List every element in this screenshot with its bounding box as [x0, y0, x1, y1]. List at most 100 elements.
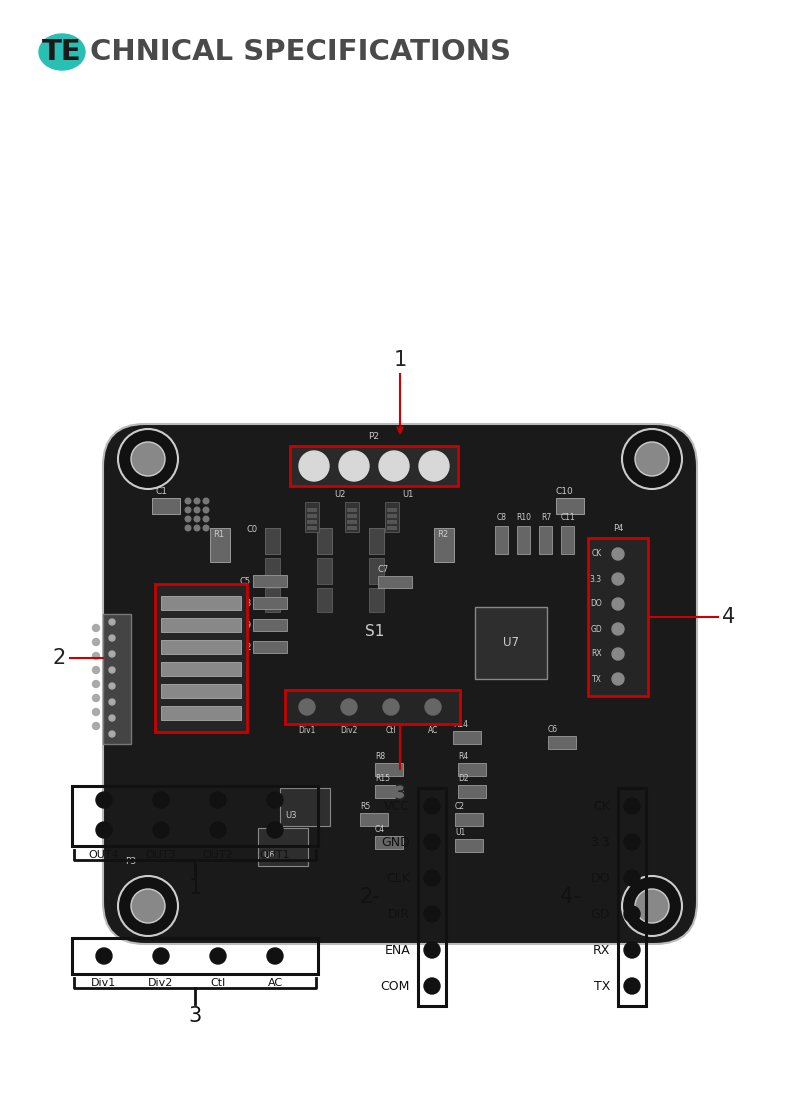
- Circle shape: [194, 516, 200, 522]
- Circle shape: [624, 870, 640, 886]
- Bar: [253, 597, 287, 609]
- Text: TE: TE: [42, 38, 82, 66]
- Bar: [161, 684, 241, 698]
- Circle shape: [424, 798, 440, 814]
- Bar: [307, 520, 317, 524]
- Bar: [556, 498, 584, 514]
- Circle shape: [153, 822, 169, 838]
- Text: CHNICAL SPECIFICATIONS: CHNICAL SPECIFICATIONS: [90, 38, 511, 66]
- Text: C2: C2: [455, 802, 465, 811]
- Circle shape: [194, 525, 200, 531]
- Circle shape: [622, 876, 682, 936]
- Bar: [253, 641, 287, 653]
- Circle shape: [194, 508, 200, 513]
- Text: Div1: Div1: [298, 726, 316, 735]
- Bar: [387, 514, 397, 517]
- Text: GD: GD: [590, 625, 602, 633]
- Bar: [387, 526, 397, 529]
- Text: U3: U3: [285, 812, 297, 820]
- Circle shape: [109, 619, 115, 625]
- Text: 3.3: 3.3: [590, 574, 602, 583]
- Text: P2: P2: [369, 432, 379, 441]
- Bar: [317, 558, 332, 584]
- Circle shape: [96, 822, 112, 838]
- Bar: [155, 584, 247, 732]
- Text: Div2: Div2: [340, 726, 358, 735]
- Circle shape: [419, 451, 449, 481]
- Text: U1: U1: [455, 828, 466, 837]
- Text: R5: R5: [360, 802, 370, 811]
- Bar: [161, 596, 241, 610]
- Text: R8: R8: [375, 752, 385, 761]
- Circle shape: [96, 948, 112, 964]
- Bar: [375, 785, 403, 798]
- Text: R3: R3: [240, 598, 251, 607]
- Text: U2: U2: [334, 490, 346, 499]
- Circle shape: [109, 651, 115, 657]
- Text: GD: GD: [590, 908, 610, 920]
- Text: 2-: 2-: [360, 887, 380, 907]
- Circle shape: [624, 978, 640, 994]
- Bar: [455, 839, 483, 852]
- Bar: [307, 526, 317, 529]
- Bar: [265, 558, 280, 584]
- Circle shape: [185, 525, 191, 531]
- Circle shape: [635, 442, 669, 476]
- Text: C5: C5: [240, 577, 251, 585]
- Text: 1: 1: [394, 350, 406, 370]
- Bar: [161, 640, 241, 654]
- Bar: [369, 528, 384, 554]
- Text: C6: C6: [548, 725, 558, 734]
- Text: C1: C1: [155, 487, 167, 496]
- Text: CK: CK: [592, 549, 602, 559]
- Circle shape: [341, 699, 357, 715]
- Bar: [458, 785, 486, 798]
- Bar: [475, 607, 547, 679]
- Circle shape: [267, 948, 283, 964]
- Circle shape: [424, 978, 440, 994]
- Text: P3: P3: [125, 857, 136, 866]
- Circle shape: [109, 635, 115, 641]
- Circle shape: [383, 699, 399, 715]
- Circle shape: [267, 822, 283, 838]
- Text: OUT4: OUT4: [89, 850, 119, 860]
- Text: 3: 3: [394, 784, 406, 804]
- Circle shape: [299, 699, 315, 715]
- Text: Ctl: Ctl: [386, 726, 396, 735]
- Text: TX: TX: [592, 675, 602, 684]
- Bar: [347, 514, 357, 517]
- Circle shape: [109, 715, 115, 721]
- Circle shape: [210, 822, 226, 838]
- Bar: [378, 577, 412, 587]
- Circle shape: [93, 625, 99, 631]
- Text: RX: RX: [593, 943, 610, 956]
- Bar: [387, 520, 397, 524]
- Bar: [495, 526, 508, 554]
- Ellipse shape: [39, 34, 85, 70]
- Bar: [347, 526, 357, 529]
- Text: DIR: DIR: [388, 908, 410, 920]
- Circle shape: [612, 598, 624, 610]
- Circle shape: [424, 870, 440, 886]
- Circle shape: [624, 942, 640, 958]
- Circle shape: [93, 722, 99, 730]
- Circle shape: [153, 792, 169, 808]
- Bar: [369, 587, 384, 612]
- Bar: [375, 836, 403, 849]
- Circle shape: [425, 699, 441, 715]
- Bar: [418, 788, 446, 1006]
- Text: CLK: CLK: [386, 872, 410, 885]
- Bar: [265, 528, 280, 554]
- Bar: [253, 619, 287, 631]
- Bar: [305, 502, 319, 532]
- Text: VCC: VCC: [384, 800, 410, 813]
- Bar: [103, 614, 131, 744]
- Circle shape: [109, 731, 115, 737]
- Text: OUT3: OUT3: [146, 850, 176, 860]
- Text: OUT2: OUT2: [202, 850, 234, 860]
- Text: R9: R9: [240, 620, 251, 629]
- Circle shape: [624, 798, 640, 814]
- Circle shape: [93, 680, 99, 687]
- Text: AC: AC: [428, 726, 438, 735]
- Bar: [161, 706, 241, 720]
